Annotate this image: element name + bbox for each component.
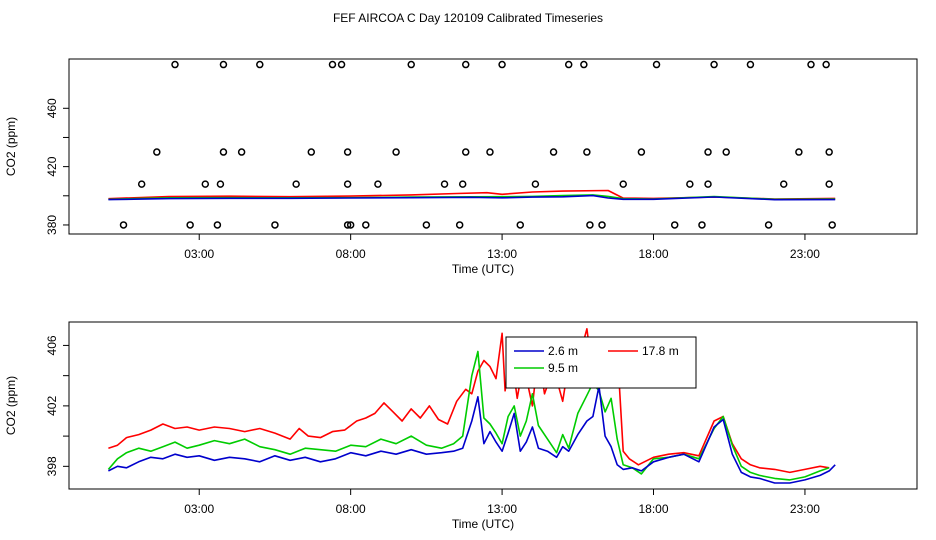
data-point (422, 221, 431, 229)
y-axis-label: CO2 (ppm) (4, 117, 18, 176)
data-point (825, 148, 833, 156)
y-tick-label: 406 (45, 335, 59, 355)
data-point (652, 60, 661, 69)
series-line-9-5-m (107, 350, 830, 481)
x-tick-label: 08:00 (336, 502, 366, 516)
data-point (779, 180, 788, 188)
legend-label: 2.6 m (548, 344, 578, 358)
data-point (407, 60, 415, 69)
plot-area (107, 327, 836, 484)
data-point (440, 180, 449, 188)
data-point (343, 148, 352, 156)
data-point (137, 180, 146, 188)
data-point (549, 148, 558, 156)
data-point (580, 60, 588, 69)
y-tick-label: 460 (45, 98, 59, 118)
x-axis-label: Time (UTC) (452, 517, 514, 531)
figure-title: FEF AIRCOA C Day 120109 Calibrated Times… (333, 11, 603, 25)
data-point (458, 180, 467, 188)
legend-box (505, 336, 697, 389)
data-point (516, 221, 525, 229)
data-point (328, 60, 337, 69)
data-point (119, 221, 128, 229)
legend-label: 17.8 m (642, 344, 679, 358)
data-point (186, 221, 194, 229)
x-tick-label: 13:00 (487, 502, 517, 516)
data-point (392, 148, 400, 156)
data-point (455, 221, 464, 229)
x-tick-label: 23:00 (790, 247, 820, 261)
data-point (795, 148, 803, 156)
data-point (586, 221, 594, 229)
y-tick-label: 398 (45, 456, 59, 476)
data-point (670, 221, 679, 229)
data-point (292, 180, 300, 188)
data-point (362, 221, 370, 229)
data-point (598, 221, 606, 229)
data-point (686, 180, 694, 188)
series-line-2-6-m (108, 385, 836, 484)
data-point (698, 221, 706, 229)
data-point (256, 60, 264, 69)
data-point (343, 180, 352, 188)
data-point (307, 148, 316, 156)
data-point (237, 148, 246, 156)
series-line-17-8-m (108, 327, 830, 474)
data-point (219, 60, 228, 69)
data-point (343, 221, 352, 229)
data-point (216, 180, 225, 188)
data-point (346, 221, 355, 229)
data-point (722, 148, 730, 156)
x-axis-label: Time (UTC) (452, 262, 514, 276)
plot-area (108, 189, 836, 201)
x-tick-label: 18:00 (638, 247, 668, 261)
y-axis-label: CO2 (ppm) (4, 376, 18, 435)
data-point (337, 60, 346, 69)
data-point (828, 221, 836, 229)
y-tick-label: 402 (45, 396, 59, 416)
data-point (271, 221, 279, 229)
legend: 2.6 m 9.5 m 17.8 m (505, 336, 697, 389)
data-point (498, 60, 506, 69)
data-point (619, 180, 627, 188)
bottom-panel: 03:00 08:00 13:00 18:00 23:00 Time (UTC) 398 40… (4, 321, 918, 531)
x-tick-label: 13:00 (487, 247, 517, 261)
data-point (486, 148, 494, 156)
data-point (461, 148, 470, 156)
data-point (637, 148, 646, 156)
legend-label: 9.5 m (548, 361, 578, 375)
data-point (171, 60, 179, 69)
data-point (153, 148, 161, 156)
plot-frame (68, 321, 918, 490)
data-point (564, 60, 573, 69)
x-tick-label: 03:00 (184, 247, 214, 261)
data-point (531, 180, 540, 188)
y-tick-label: 380 (45, 215, 59, 235)
data-point (219, 148, 228, 156)
series-line-2 (108, 194, 836, 201)
x-tick-label: 23:00 (790, 502, 820, 516)
data-point (764, 221, 773, 229)
data-point (746, 60, 755, 69)
data-point (822, 60, 830, 69)
x-tick-label: 18:00 (638, 502, 668, 516)
plot-frame (68, 58, 918, 235)
data-point (461, 60, 470, 69)
data-point (825, 180, 833, 188)
top-panel: 03:00 08:00 13:00 18:00 23:00 Time (UTC) 380 42… (4, 58, 918, 276)
x-tick-label: 03:00 (184, 502, 214, 516)
data-point (807, 60, 815, 69)
data-point (213, 221, 222, 229)
y-tick-label: 420 (45, 156, 59, 176)
data-point (201, 180, 210, 188)
data-point (374, 180, 382, 188)
x-tick-label: 08:00 (336, 247, 366, 261)
data-point (704, 148, 712, 156)
data-point (583, 148, 591, 156)
data-point (704, 180, 712, 188)
data-point (710, 60, 718, 69)
